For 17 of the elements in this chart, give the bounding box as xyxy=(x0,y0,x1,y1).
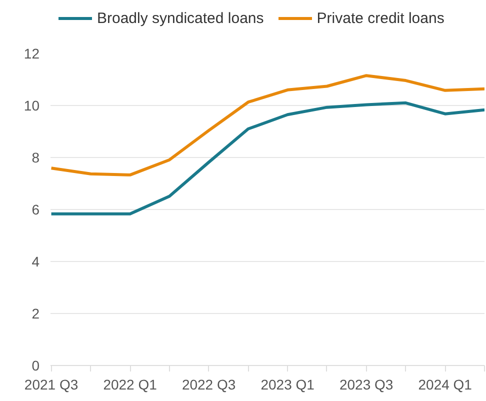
x-tick-label: 2024 Q1 xyxy=(418,376,472,392)
y-tick-label: 6 xyxy=(32,202,40,218)
legend-label: Private credit loans xyxy=(316,10,444,26)
y-tick-label: 12 xyxy=(24,46,40,62)
y-tick-label: 2 xyxy=(32,306,40,322)
x-tick-label: 2022 Q3 xyxy=(182,376,236,392)
line-series xyxy=(50,101,484,216)
x-tick-label: 2022 Q1 xyxy=(103,376,158,392)
y-tick-label: 4 xyxy=(32,254,40,270)
y-tick-label: 8 xyxy=(32,150,40,166)
x-tick-label: 2021 Q3 xyxy=(24,376,78,392)
line-series xyxy=(50,74,484,176)
x-tick-label: 2023 Q3 xyxy=(339,376,394,392)
legend-label: Broadly syndicated loans xyxy=(97,10,264,26)
y-tick-label: 10 xyxy=(24,98,40,114)
x-tick-label: 2023 Q1 xyxy=(260,376,315,392)
y-tick-label: 0 xyxy=(32,358,40,374)
